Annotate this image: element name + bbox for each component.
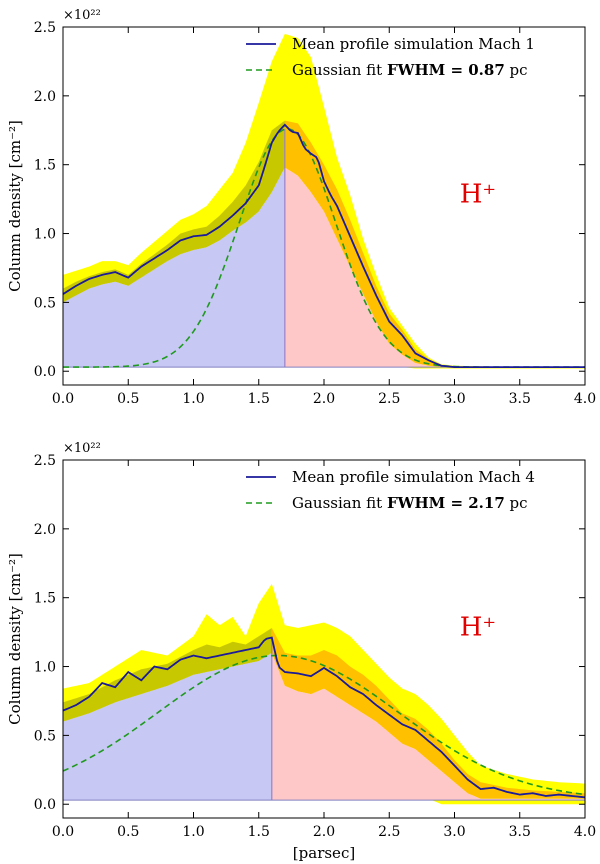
legend: Mean profile simulation Mach 1 Gaussian f… <box>246 35 535 79</box>
x-tick-label: 2.0 <box>313 824 335 840</box>
x-tick-label: 4.0 <box>574 391 596 407</box>
y-tick-label: 0.0 <box>34 364 56 380</box>
x-tick-label: 2.5 <box>378 824 400 840</box>
y-tick-label: 0.5 <box>34 728 56 744</box>
fill-left-of-peak <box>63 167 285 368</box>
mean-profile-line <box>63 636 585 799</box>
inner-band-left <box>63 627 272 722</box>
fill-left-of-peak <box>63 652 272 801</box>
legend: Mean profile simulation Mach 4 Gaussian f… <box>246 468 535 512</box>
x-tick-label: 3.5 <box>509 824 531 840</box>
gaussian-fit-line <box>63 654 585 796</box>
x-tick-label: 4.0 <box>574 824 596 840</box>
y-tick-label: 1.0 <box>34 660 56 676</box>
x-tick-label: 1.0 <box>182 391 204 407</box>
y-axis-title: Column density [cm⁻²] <box>6 553 24 725</box>
y-tick-label: 1.0 <box>34 227 56 243</box>
fill-right-of-peak <box>271 652 585 801</box>
x-tick-label: 0.0 <box>52 824 74 840</box>
y-tick-label: 1.5 <box>34 158 56 174</box>
y-axis-title: Column density [cm⁻²] <box>6 120 24 292</box>
fill-right-of-peak <box>284 167 585 368</box>
x-tick-label: 1.5 <box>248 391 270 407</box>
legend-fit-label: Gaussian fit FWHM = 0.87 pc <box>292 61 528 79</box>
y-tick-label: 2.0 <box>34 89 56 105</box>
legend-mean-label: Mean profile simulation Mach 4 <box>292 468 535 486</box>
mean-profile-line <box>63 123 585 368</box>
y-tick-label: 2.0 <box>34 522 56 538</box>
x-tick-label: 2.5 <box>378 391 400 407</box>
inner-band-right <box>284 120 585 368</box>
x-tick-label: 0.5 <box>117 824 139 840</box>
inner-band-right <box>271 627 585 799</box>
x-tick-label: 0.5 <box>117 391 139 407</box>
panel-mach-1: 0.0 0.5 1.0 1.5 2.0 2.5 3.0 3.5 4.0 0.0 0.5 1.0 1.5 2… <box>6 8 596 407</box>
panel-mach-4: 0.0 0.5 1.0 1.5 2.0 2.5 3.0 3.5 4.0 0.0 0.5 1.0 1.5 2… <box>6 441 596 862</box>
y-tick-label: 2.5 <box>34 20 56 36</box>
x-axis-title: [parsec] <box>293 844 355 862</box>
x-tick-label: 1.0 <box>182 824 204 840</box>
legend-fit-label: Gaussian fit FWHM = 2.17 pc <box>292 494 528 512</box>
h-plus-annotation: H⁺ <box>460 179 496 209</box>
x-tick-label: 2.0 <box>313 391 335 407</box>
y-tick-label: 0.0 <box>34 797 56 813</box>
x-tick-label: 3.5 <box>509 391 531 407</box>
y-multiplier: ×10²² <box>63 8 101 23</box>
h-plus-annotation: H⁺ <box>460 612 496 642</box>
plot-area <box>63 583 585 805</box>
x-tick-label: 1.5 <box>248 824 270 840</box>
plot-area <box>63 33 585 369</box>
y-multiplier: ×10²² <box>63 441 101 456</box>
legend-mean-label: Mean profile simulation Mach 1 <box>292 35 535 53</box>
x-tick-label: 0.0 <box>52 391 74 407</box>
y-tick-label: 0.5 <box>34 295 56 311</box>
x-tick-label: 3.0 <box>443 824 465 840</box>
y-tick-label: 2.5 <box>34 453 56 469</box>
y-tick-label: 1.5 <box>34 591 56 607</box>
x-tick-label: 3.0 <box>443 391 465 407</box>
inner-band-left <box>63 120 285 303</box>
